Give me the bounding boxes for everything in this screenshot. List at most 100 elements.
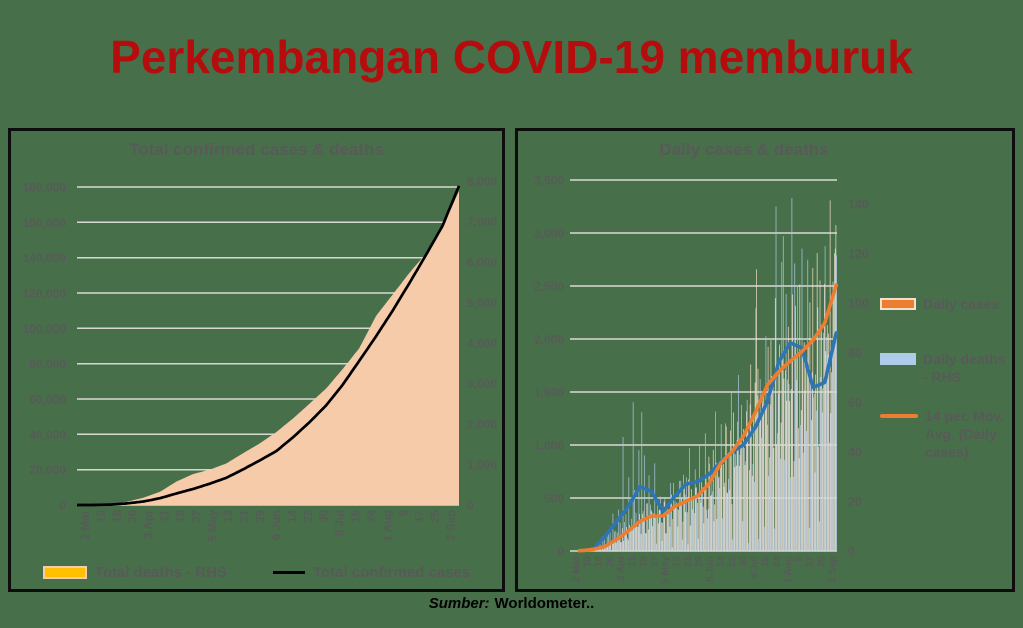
x-axis-tick-label: 26 <box>605 556 616 568</box>
daily-deaths-bar <box>781 262 783 551</box>
daily-cases-bar <box>714 504 716 551</box>
daily-deaths-bar <box>691 509 693 551</box>
x-axis-tick-label: 21 <box>683 556 694 568</box>
left-axis-tick-label: 40,000 <box>29 428 66 442</box>
daily-deaths-bar <box>712 491 713 551</box>
daily-deaths-bar <box>634 490 635 551</box>
x-axis-tick-label: 11 <box>160 509 172 522</box>
daily-deaths-bar <box>681 539 683 551</box>
daily-cases-bar <box>624 533 626 551</box>
left-axis-tick-label: 500 <box>544 492 564 506</box>
daily-cases-bar <box>617 536 619 551</box>
daily-deaths-bar <box>738 375 739 551</box>
legend-item-total-cases: Total confirmed cases <box>272 563 470 583</box>
x-axis-tick-label: 26 <box>128 510 140 523</box>
daily-deaths-swatch-icon <box>880 353 916 365</box>
x-axis-tick-label: 16 <box>351 510 363 523</box>
daily-deaths-bar <box>658 510 660 551</box>
x-axis-tick-label: 1 Aug <box>783 556 794 583</box>
daily-deaths-bar <box>661 540 663 551</box>
daily-cases-bar <box>656 516 658 551</box>
left-axis-tick-label: 80,000 <box>29 357 66 371</box>
right-axis-tick-label: 40 <box>848 445 862 459</box>
right-axis-tick-label: 100 <box>848 297 869 311</box>
daily-deaths-bar <box>805 430 807 551</box>
daily-cases-bar <box>699 499 701 551</box>
daily-deaths-bar <box>758 539 760 551</box>
left-axis-tick-label: 100,000 <box>23 322 67 336</box>
daily-deaths-bar <box>644 455 646 551</box>
daily-cases-bar <box>704 487 705 551</box>
daily-cases-bar <box>672 519 674 551</box>
page-title: Perkembangan COVID-19 memburuk <box>110 31 913 83</box>
daily-deaths-bar <box>666 533 667 551</box>
daily-cases-bar <box>776 444 778 551</box>
daily-cases-bar <box>665 533 666 551</box>
daily-deaths-bar <box>655 543 657 551</box>
daily-cases-bar <box>647 529 649 551</box>
daily-deaths-bar <box>784 460 786 551</box>
daily-deaths-bar <box>667 512 669 551</box>
daily-cases-bar <box>627 540 629 551</box>
left-axis-tick-label: 3,500 <box>534 174 564 188</box>
left-axis-tick-label: 60,000 <box>29 393 66 407</box>
left-axis-tick-label: 1,500 <box>534 386 564 400</box>
daily-cases-bar <box>681 498 682 551</box>
daily-deaths-bar <box>631 518 633 551</box>
daily-deaths-bar <box>715 411 716 551</box>
daily-deaths-bar <box>706 510 708 551</box>
daily-cases-bar <box>685 511 687 551</box>
x-axis-tick-label: 14 <box>716 556 727 568</box>
daily-cases-bar <box>746 411 747 551</box>
daily-cases-bar <box>646 503 648 551</box>
daily-deaths-bar <box>725 423 726 551</box>
daily-cases-bar <box>621 528 623 551</box>
daily-deaths-bar <box>795 380 797 551</box>
daily-deaths-bar <box>703 523 705 551</box>
daily-deaths-bar <box>788 384 790 551</box>
daily-cases-bar <box>789 400 791 551</box>
daily-cases-bar <box>772 382 773 551</box>
daily-cases-bar <box>805 364 806 551</box>
left-axis-tick-label: 2,000 <box>534 333 564 347</box>
daily-cases-bar <box>708 456 710 551</box>
daily-deaths-bar <box>800 424 801 551</box>
daily-deaths-bar <box>834 248 836 551</box>
daily-deaths-bar <box>624 522 625 551</box>
daily-deaths-bar <box>826 337 827 551</box>
daily-deaths-bar <box>645 533 647 551</box>
daily-cases-bar <box>834 253 835 551</box>
x-axis-tick-label: 3 Apr <box>144 509 156 538</box>
daily-deaths-bar <box>774 528 775 551</box>
daily-cases-bar <box>695 487 697 551</box>
x-axis-tick-label: 16 <box>761 556 772 568</box>
right-axis-tick-label: 1,000 <box>467 458 497 472</box>
total-chart-plot: 0 20,000 40,000 60,000 80,000 100,000 120,000 1… <box>23 175 498 542</box>
daily-deaths-bar <box>702 487 703 551</box>
daily-deaths-bar <box>696 487 697 551</box>
daily-cases-bar <box>662 522 664 551</box>
daily-deaths-bar <box>602 536 604 551</box>
daily-deaths-bar <box>618 509 620 551</box>
daily-cases-bar <box>653 513 655 551</box>
daily-deaths-bar <box>690 497 692 551</box>
x-axis-tick-label: 13 <box>672 556 683 568</box>
x-axis-tick-label: 10 <box>96 510 108 523</box>
daily-deaths-bar <box>741 404 742 551</box>
daily-cases-swatch-icon <box>880 298 916 310</box>
daily-deaths-bar <box>787 379 788 551</box>
x-axis-tick-label: 24 <box>772 556 783 568</box>
x-axis-tick-label: 24 <box>367 509 379 522</box>
daily-cases-bar <box>697 502 698 551</box>
daily-deaths-bar <box>697 538 699 551</box>
daily-deaths-bar <box>817 307 819 551</box>
daily-deaths-bar <box>676 502 677 551</box>
daily-cases-bar <box>720 468 721 551</box>
daily-cases-bar <box>767 346 769 551</box>
total-cases-line-icon <box>272 570 305 574</box>
daily-cases-bar <box>659 509 661 551</box>
daily-cases-bar <box>636 526 638 551</box>
daily-cases-bar <box>819 280 821 551</box>
daily-deaths-bar <box>612 513 614 551</box>
daily-cases-bar <box>734 467 736 551</box>
